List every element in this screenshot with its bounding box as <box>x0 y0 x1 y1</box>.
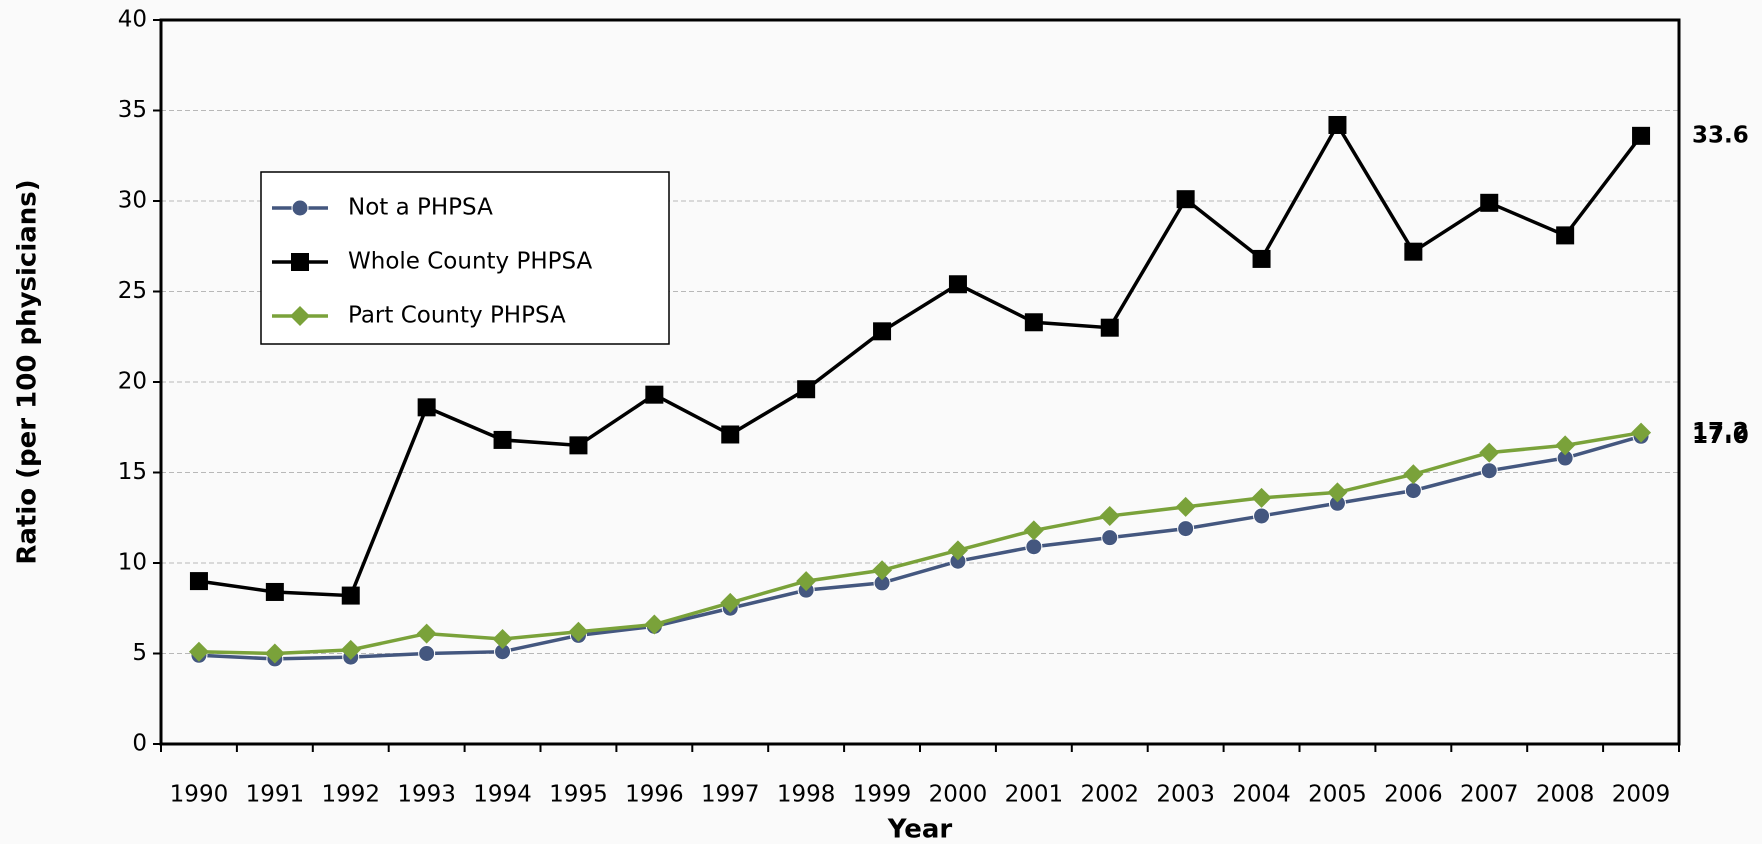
point <box>1479 442 1500 463</box>
y-tick-label: 10 <box>118 550 147 576</box>
x-tick-label: 2003 <box>1156 782 1215 808</box>
point <box>1024 313 1043 332</box>
point <box>872 560 893 581</box>
legend-box <box>260 171 670 345</box>
x-tick-label: 1993 <box>397 782 456 808</box>
point <box>721 425 740 444</box>
point <box>1175 496 1196 517</box>
x-tick-label: 1997 <box>701 782 760 808</box>
point <box>188 641 209 662</box>
x-tick-label: 2001 <box>1005 782 1064 808</box>
x-tick-label: 2006 <box>1384 782 1443 808</box>
x-tick-label: 1990 <box>170 782 229 808</box>
point <box>416 623 437 644</box>
x-tick-label: 1991 <box>246 782 305 808</box>
point <box>1404 242 1423 261</box>
x-tick-label: 1992 <box>321 782 380 808</box>
point <box>1327 482 1348 503</box>
legend-label: Whole County PHPSA <box>348 249 593 275</box>
series-line <box>198 430 1642 656</box>
point <box>1632 126 1651 145</box>
y-tick-label: 35 <box>118 97 147 123</box>
legend-marker <box>290 306 310 326</box>
point <box>492 629 513 650</box>
x-tick-label: 1998 <box>777 782 836 808</box>
point <box>264 643 285 664</box>
point <box>797 380 816 399</box>
point <box>873 322 892 341</box>
point <box>1480 462 1498 480</box>
x-tick-label: 2005 <box>1308 782 1367 808</box>
y-tick-label: 30 <box>118 188 147 214</box>
y-tick-label: 25 <box>118 278 147 304</box>
point <box>1025 538 1043 556</box>
y-tick-label: 20 <box>118 369 147 395</box>
point <box>1631 422 1652 443</box>
point <box>720 592 741 613</box>
point <box>341 586 360 605</box>
point <box>1404 482 1422 500</box>
point <box>1099 505 1120 526</box>
point <box>493 430 512 449</box>
y-tick-label: 15 <box>118 459 147 485</box>
point <box>645 385 664 404</box>
point <box>1101 529 1119 547</box>
point <box>796 571 817 592</box>
point <box>1328 115 1347 134</box>
x-tick-label: 2008 <box>1536 782 1595 808</box>
point <box>1556 226 1575 245</box>
point <box>1251 487 1272 508</box>
x-tick-label: 1999 <box>853 782 912 808</box>
point <box>1176 190 1195 209</box>
point <box>1253 507 1271 525</box>
point <box>1252 249 1271 268</box>
series-line <box>198 121 1643 598</box>
point <box>948 275 967 294</box>
point <box>418 645 436 662</box>
legend: Not a PHPSA Whole County PHPSA Part County… <box>260 171 670 345</box>
point <box>1177 520 1195 538</box>
x-tick-label: 1995 <box>549 782 608 808</box>
point <box>569 436 588 455</box>
legend-marker <box>291 253 309 271</box>
x-tick-label: 2000 <box>929 782 988 808</box>
point <box>340 639 361 660</box>
value-label: 17.0 <box>1692 423 1749 449</box>
point <box>947 540 968 561</box>
x-tick-label: 2002 <box>1080 782 1139 808</box>
point <box>1480 193 1499 212</box>
legend-label: Part County PHPSA <box>348 303 566 329</box>
y-tick-label: 0 <box>132 731 147 757</box>
point <box>1100 318 1119 337</box>
x-tick-label: 1994 <box>473 782 532 808</box>
point <box>568 621 589 642</box>
y-tick-label: 40 <box>118 7 147 33</box>
point <box>417 398 436 417</box>
x-tick-label: 2007 <box>1460 782 1519 808</box>
x-tick-label: 2009 <box>1612 782 1671 808</box>
value-label: 33.6 <box>1692 122 1749 148</box>
point <box>1023 520 1044 541</box>
legend-marker <box>291 199 309 217</box>
x-tick-label: 1996 <box>625 782 684 808</box>
x-axis-title: Year <box>887 815 953 844</box>
y-tick-label: 5 <box>132 640 147 666</box>
y-axis-title: Ratio (per 100 physicians) <box>13 179 43 564</box>
point <box>265 582 284 601</box>
point <box>1403 464 1424 485</box>
value-label: 17.2 <box>1692 419 1749 445</box>
legend-label: Not a PHPSA <box>348 195 493 221</box>
x-tick-label: 2004 <box>1232 782 1291 808</box>
point <box>1555 435 1576 456</box>
point <box>644 614 665 635</box>
point <box>189 572 208 591</box>
series-line <box>198 434 1642 661</box>
